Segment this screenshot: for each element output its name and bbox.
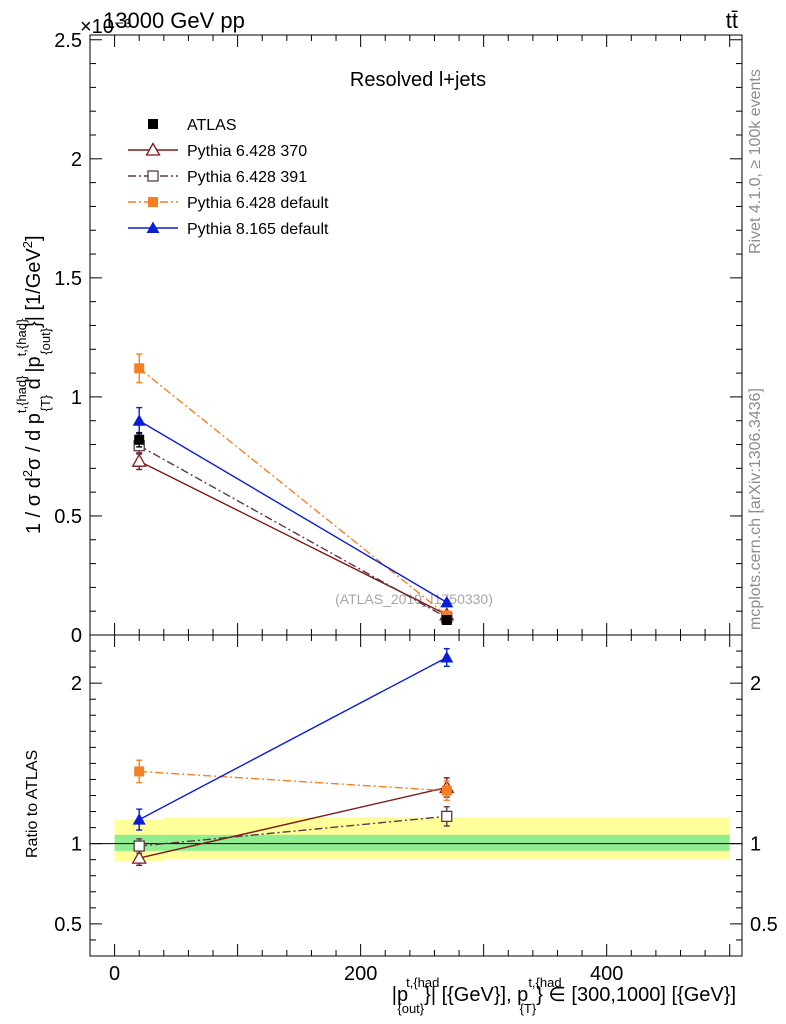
legend-marker — [145, 142, 161, 156]
main-data-point — [134, 363, 145, 374]
main-series-line-4 — [138, 420, 448, 603]
legend-label: Pythia 6.428 370 — [187, 143, 307, 160]
legend-label: Pythia 6.428 391 — [187, 169, 307, 186]
ratio-y-tick-label-right: 0.5 — [750, 914, 778, 936]
mcplots-label: mcplots.cern.ch [arXiv:1306.3436] — [747, 388, 764, 630]
analysis-title: Resolved l+jets — [350, 69, 486, 91]
main-y-tick-label: 2 — [71, 149, 82, 171]
legend-label: Pythia 8.165 default — [187, 221, 329, 238]
main-data-point — [131, 453, 147, 467]
ratio-series-group — [131, 647, 455, 867]
ratio-stat-band — [114, 834, 730, 851]
main-y-tick-label: 0.5 — [54, 506, 82, 528]
ratio-series-line-3 — [139, 770, 447, 792]
x-tick-label: 400 — [590, 963, 623, 985]
axes-group: 0 200 400 0 0.5 1 1.5 2 2.5 0.5 0.5 1 1 2 2 — [54, 30, 778, 985]
y-axis-exponent: ×10⁻³ — [80, 16, 131, 38]
ratio-series-line-1 — [139, 786, 447, 859]
ratio-data-point — [133, 840, 145, 852]
x-tick-label: 200 — [344, 963, 377, 985]
ratio-data-point — [134, 766, 145, 777]
legend-marker — [147, 170, 159, 182]
main-data-point — [440, 595, 454, 608]
x-axis-label: |pt,{had {out}}| [{GeV}], pt,{had {T}} ∈ [… — [392, 975, 736, 1016]
ratio-data-point — [441, 785, 452, 796]
main-data-point — [134, 434, 145, 445]
process-label: tt̄ — [726, 8, 738, 33]
x-tick-label: 0 — [109, 963, 120, 985]
legend-marker — [148, 197, 158, 207]
ratio-y-tick-label-right: 2 — [750, 673, 761, 695]
ratio-data-point — [441, 810, 453, 823]
rivet-label: Rivet 4.1.0, ≥ 100k events — [747, 69, 764, 254]
ratio-y-tick-label-right: 1 — [750, 834, 761, 856]
ratio-data-point — [131, 850, 147, 864]
main-y-tick-label: 0 — [71, 625, 82, 647]
main-series-group — [131, 353, 455, 625]
ratio-plot-frame — [89, 634, 743, 957]
main-y-axis-label: 1 / σ d2σ / d pt,{had} {T} d |pt,{had} {ou… — [14, 235, 53, 534]
main-series-line-3 — [138, 367, 448, 617]
ratio-y-axis-label: Ratio to ATLAS — [24, 750, 41, 858]
ratio-data-point — [132, 813, 146, 825]
ratio-series-line-4 — [138, 656, 448, 821]
ratio-y-tick-label-left: 2 — [71, 673, 82, 695]
main-data-point — [441, 615, 452, 625]
ratio-y-tick-label-left: 1 — [71, 834, 82, 856]
legend: ATLAS Pythia 6.428 370 Pythia 6.428 391 Pyt… — [128, 117, 329, 238]
main-y-tick-label: 1.5 — [54, 268, 82, 290]
energy-label: 13000 GeV pp — [103, 8, 245, 33]
ratio-uncertainty-bands — [90, 817, 742, 862]
main-data-point — [132, 414, 146, 426]
main-y-tick-label: 2.5 — [54, 30, 82, 52]
main-y-tick-label: 1 — [71, 387, 82, 409]
legend-label: Pythia 6.428 default — [187, 195, 329, 212]
ratio-data-point — [440, 650, 454, 663]
legend-label: ATLAS — [187, 117, 237, 134]
ratio-series-line-2 — [139, 815, 447, 847]
main-series-line-2 — [138, 445, 448, 619]
ratio-y-tick-label-left: 0.5 — [54, 914, 82, 936]
legend-marker — [148, 119, 158, 129]
legend-marker — [146, 221, 160, 233]
